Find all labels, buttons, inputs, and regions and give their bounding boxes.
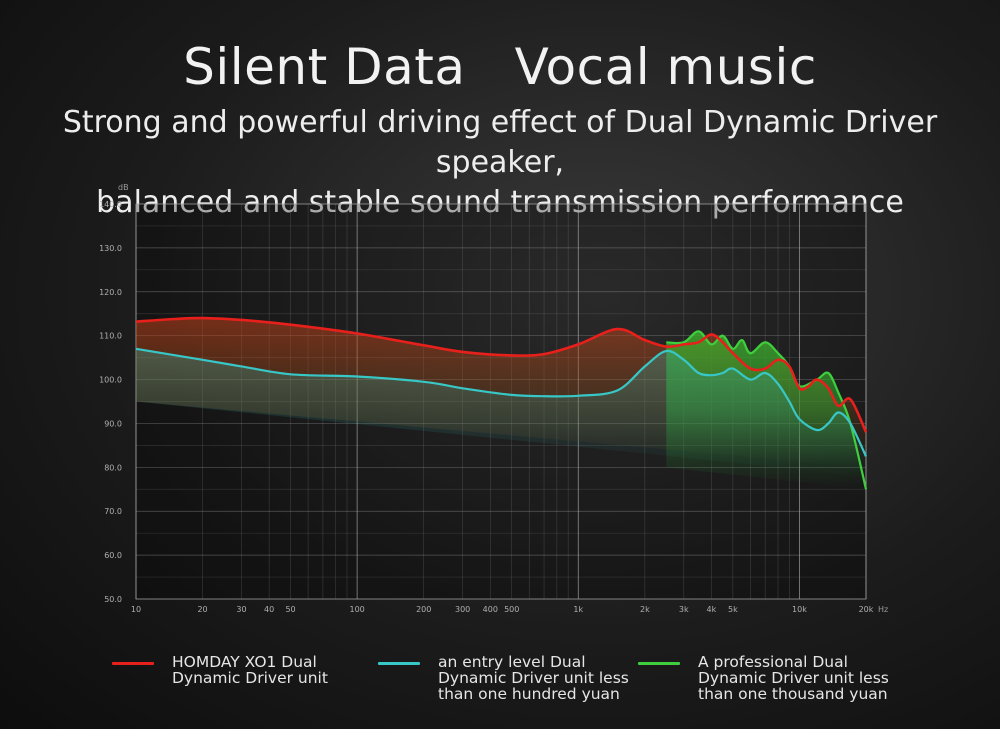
x-tick-label: 300 [455, 605, 470, 614]
y-tick-label: 90.0 [104, 419, 122, 428]
y-tick-label: 100.0 [99, 376, 122, 385]
x-tick-label: 30 [236, 605, 246, 614]
legend-label-homday: HOMDAY XO1 Dual Dynamic Driver unit [172, 653, 328, 687]
x-tick-label: 500 [504, 605, 519, 614]
subtitle-line-2: balanced and stable sound transmission p… [96, 185, 904, 220]
x-tick-label: 40 [264, 605, 274, 614]
x-tick-label: 1k [573, 605, 583, 614]
x-tick-label: 100 [350, 605, 365, 614]
y-tick-label: 120.0 [99, 288, 122, 297]
series-area-cyan [136, 348, 866, 477]
x-tick-label: 2k [640, 605, 650, 614]
legend-label-professional: A professional Dual Dynamic Driver unit … [698, 653, 889, 703]
y-tick-label: 110.0 [99, 332, 122, 341]
series-line-entry-level [135, 347, 867, 457]
legend-swatch-green [638, 662, 680, 665]
x-axis-unit: Hz [878, 605, 888, 614]
y-tick-label: 140.0 [99, 200, 122, 209]
y-tick-label: 50.0 [104, 595, 122, 604]
page-subtitle: Strong and powerful driving effect of Du… [0, 103, 1000, 223]
y-tick-label: 60.0 [104, 551, 122, 560]
series-line-homday [135, 316, 868, 433]
x-tick-label: 200 [416, 605, 431, 614]
legend-swatch-cyan [378, 662, 420, 665]
page-title: Silent Data Vocal music [183, 38, 817, 96]
x-tick-label: 20k [859, 605, 874, 614]
y-tick-label: 70.0 [104, 507, 122, 516]
legend-label-entry-level: an entry level Dual Dynamic Driver unit … [438, 653, 629, 703]
x-tick-label: 3k [679, 605, 689, 614]
y-tick-label: 80.0 [104, 463, 122, 472]
series-line-professional [666, 330, 868, 490]
x-tick-label: 10k [792, 605, 807, 614]
y-tick-label: 130.0 [99, 244, 122, 253]
y-axis-unit: dB [118, 183, 129, 192]
legend-item-homday: HOMDAY XO1 Dual Dynamic Driver unit [112, 654, 352, 714]
series-lines [135, 316, 868, 490]
legend-swatch-red [112, 662, 154, 665]
y-tick-labels: 50.0 60.0 70.0 80.0 90.0 100.0 110.0 120.0 130.0… [99, 200, 122, 604]
x-tick-label: 50 [285, 605, 295, 614]
x-tick-label: 20 [197, 605, 207, 614]
x-tick-label: 10 [131, 605, 141, 614]
x-tick-label: 5k [728, 605, 738, 614]
x-tick-label: 400 [483, 605, 498, 614]
subtitle-line-1: Strong and powerful driving effect of Du… [62, 105, 938, 180]
legend-item-entry-level: an entry level Dual Dynamic Driver unit … [378, 654, 638, 714]
x-tick-labels: 10 20 30 40 50 100 200 300 400 500 1k 2k 3k 4k 5k 10k 20… [131, 605, 874, 614]
legend-item-professional: A professional Dual Dynamic Driver unit … [638, 654, 938, 714]
x-tick-label: 4k [707, 605, 717, 614]
